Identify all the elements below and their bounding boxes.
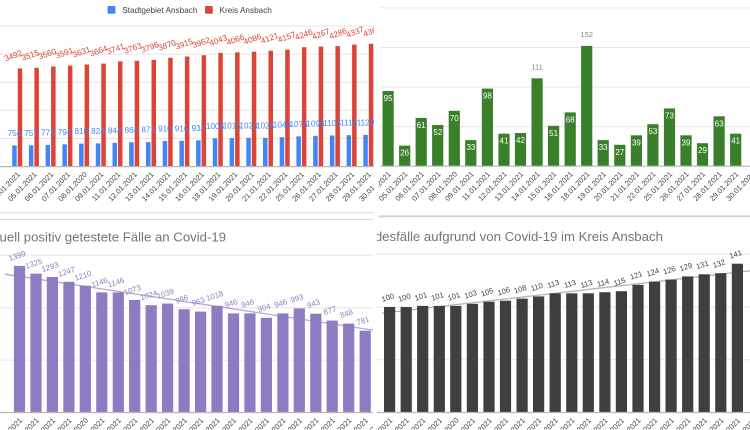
svg-text:26: 26 bbox=[400, 149, 409, 158]
svg-text:943: 943 bbox=[306, 298, 321, 311]
svg-text:101: 101 bbox=[447, 290, 462, 302]
svg-text:63: 63 bbox=[715, 119, 724, 128]
svg-text:39: 39 bbox=[632, 138, 641, 147]
svg-text:51: 51 bbox=[549, 129, 558, 138]
svg-text:132: 132 bbox=[712, 258, 727, 270]
svg-text:781: 781 bbox=[355, 315, 370, 328]
svg-text:916: 916 bbox=[175, 124, 189, 133]
svg-text:39: 39 bbox=[682, 138, 691, 147]
svg-text:946: 946 bbox=[224, 297, 239, 310]
svg-text:871: 871 bbox=[141, 126, 155, 135]
svg-text:848: 848 bbox=[339, 307, 354, 320]
svg-text:61: 61 bbox=[417, 121, 426, 130]
svg-text:95: 95 bbox=[384, 94, 393, 103]
svg-text:115: 115 bbox=[612, 276, 626, 288]
svg-text:1096: 1096 bbox=[306, 119, 325, 128]
svg-text:100: 100 bbox=[380, 291, 395, 303]
svg-text:53: 53 bbox=[648, 127, 657, 136]
svg-text:105: 105 bbox=[480, 286, 495, 298]
svg-text:121: 121 bbox=[629, 269, 644, 281]
svg-text:110: 110 bbox=[530, 281, 544, 293]
svg-text:33: 33 bbox=[466, 143, 475, 152]
svg-text:1006: 1006 bbox=[206, 122, 225, 131]
svg-text:986: 986 bbox=[174, 293, 189, 306]
svg-text:101: 101 bbox=[430, 290, 445, 302]
svg-text:993: 993 bbox=[289, 292, 304, 305]
svg-text:773: 773 bbox=[41, 128, 55, 137]
svg-text:101: 101 bbox=[414, 290, 429, 302]
svg-text:818: 818 bbox=[74, 127, 88, 136]
svg-text:Todesfälle aufgrund von Covid-: Todesfälle aufgrund von Covid-19 im Krei… bbox=[361, 229, 663, 244]
svg-text:68: 68 bbox=[566, 115, 575, 124]
svg-text:152: 152 bbox=[580, 30, 593, 39]
svg-text:946: 946 bbox=[273, 297, 288, 310]
svg-text:Kreis Ansbach: Kreis Ansbach bbox=[220, 6, 273, 15]
svg-text:1023: 1023 bbox=[239, 121, 258, 130]
svg-text:824: 824 bbox=[91, 127, 105, 136]
svg-text:Stadtgebiet Ansbach: Stadtgebiet Ansbach bbox=[122, 6, 198, 15]
svg-text:1106: 1106 bbox=[323, 119, 341, 128]
svg-text:98: 98 bbox=[483, 92, 492, 101]
svg-text:29: 29 bbox=[698, 146, 707, 155]
svg-text:946: 946 bbox=[240, 297, 255, 310]
svg-text:794: 794 bbox=[58, 128, 72, 137]
svg-text:1129: 1129 bbox=[357, 118, 375, 127]
svg-text:1015: 1015 bbox=[223, 122, 242, 131]
svg-text:141: 141 bbox=[728, 248, 743, 260]
svg-text:42: 42 bbox=[516, 136, 525, 145]
svg-text:126: 126 bbox=[662, 264, 677, 276]
svg-text:754: 754 bbox=[8, 129, 22, 138]
svg-text:1046: 1046 bbox=[273, 121, 292, 130]
svg-text:757: 757 bbox=[24, 129, 38, 138]
svg-text:100: 100 bbox=[397, 291, 412, 303]
svg-text:124: 124 bbox=[645, 266, 660, 278]
svg-text:41: 41 bbox=[500, 137, 509, 146]
svg-text:113: 113 bbox=[546, 278, 560, 290]
svg-text:108: 108 bbox=[513, 283, 528, 295]
svg-text:103: 103 bbox=[463, 288, 478, 300]
svg-text:1025: 1025 bbox=[256, 121, 275, 130]
svg-text:904: 904 bbox=[257, 301, 273, 314]
svg-text:963: 963 bbox=[191, 295, 206, 308]
svg-text:70: 70 bbox=[450, 114, 459, 123]
svg-text:1076: 1076 bbox=[289, 120, 308, 129]
svg-text:114: 114 bbox=[596, 277, 610, 289]
svg-text:113: 113 bbox=[579, 278, 593, 290]
svg-text:52: 52 bbox=[433, 128, 442, 137]
svg-text:877: 877 bbox=[322, 304, 337, 317]
svg-text:131: 131 bbox=[695, 259, 710, 271]
svg-text:73: 73 bbox=[665, 111, 674, 120]
svg-text:33: 33 bbox=[599, 143, 608, 152]
svg-text:27: 27 bbox=[615, 148, 624, 157]
svg-text:Aktuell positiv getestete Fäll: Aktuell positiv getestete Fälle an Covid… bbox=[0, 230, 226, 245]
svg-text:932: 932 bbox=[191, 124, 205, 133]
svg-text:844: 844 bbox=[108, 126, 122, 135]
svg-text:1118: 1118 bbox=[340, 119, 357, 128]
svg-text:910: 910 bbox=[158, 125, 172, 134]
svg-text:4367: 4367 bbox=[362, 24, 383, 39]
svg-text:113: 113 bbox=[563, 278, 577, 290]
svg-text:129: 129 bbox=[679, 261, 694, 273]
svg-text:106: 106 bbox=[496, 285, 511, 297]
svg-text:41: 41 bbox=[731, 137, 740, 146]
svg-text:111: 111 bbox=[531, 62, 543, 71]
svg-text:864: 864 bbox=[125, 126, 139, 135]
